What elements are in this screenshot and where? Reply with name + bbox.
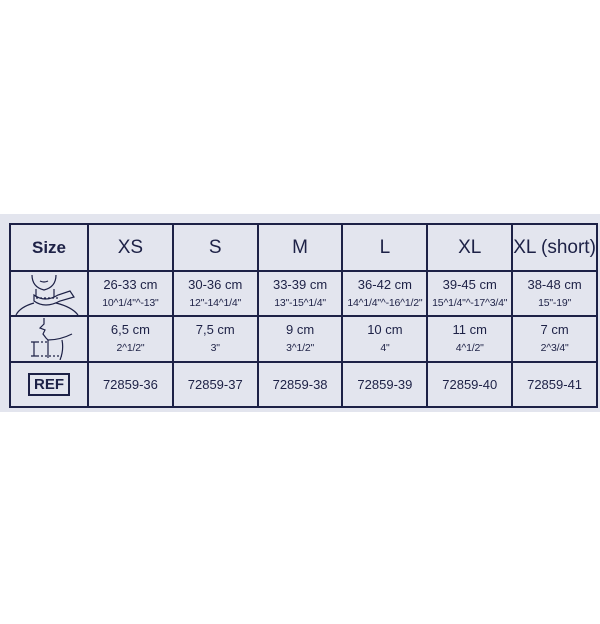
ref-number: 72859-38 (256, 361, 344, 408)
size-header: XL (short) (511, 223, 598, 272)
ref-number: 72859-40 (426, 361, 514, 408)
height-cm: 6,5 cm (110, 322, 150, 337)
circumference-cm: 39-45 cm (442, 276, 497, 292)
circumference-cell: 26-33 cm 10^1/4"^-13" (87, 270, 174, 317)
circumference-inches: 15^1/4"^-17^3/4" (432, 296, 508, 309)
ref-row: REF 72859-36 72859-37 72859-38 72859-39 7285… (9, 361, 598, 408)
size-header: M (256, 223, 344, 272)
circumference-cell: 36-42 cm 14^1/4"^-16^1/2" (341, 270, 429, 317)
ref-number: 72859-39 (341, 361, 429, 408)
circumference-row: 26-33 cm 10^1/4"^-13" 30-36 cm 12"-14^1/4" 3… (9, 270, 598, 317)
height-inches: 4" (380, 342, 390, 354)
height-inches: 3" (210, 342, 220, 354)
circumference-inches: 12"-14^1/4" (189, 296, 242, 309)
ref-number: 72859-36 (87, 361, 174, 408)
collar-height-cell: 10 cm 4" (341, 315, 429, 363)
size-header: XL (426, 223, 514, 272)
circumference-cell: 38-48 cm 15"-19" (511, 270, 598, 317)
header-row: Size XS S M L XL XL (short) (9, 223, 598, 272)
height-inches: 4^1/2" (455, 342, 484, 354)
ref-number: 72859-41 (511, 361, 598, 408)
size-header: XS (87, 223, 174, 272)
height-cm: 9 cm (285, 322, 315, 337)
circumference-cm: 33-39 cm (272, 276, 328, 292)
circumference-cm: 30-36 cm (188, 276, 243, 292)
collar-height-cell: 7,5 cm 3" (171, 315, 259, 363)
circumference-cell: 39-45 cm 15^1/4"^-17^3/4" (426, 270, 514, 317)
height-cm: 7 cm (540, 322, 569, 337)
circumference-inches: 15"-19" (538, 296, 572, 309)
ref-label-cell: REF (9, 361, 89, 408)
height-inches: 2^1/2" (116, 342, 145, 354)
circumference-cm: 38-48 cm (527, 276, 582, 292)
circumference-cell: 30-36 cm 12"-14^1/4" (171, 270, 259, 317)
collar-height-cell: 7 cm 2^3/4" (511, 315, 598, 363)
height-cm: 11 cm (452, 322, 487, 337)
collar-height-cell: 6,5 cm 2^1/2" (87, 315, 174, 363)
circumference-inches: 14^1/4"^-16^1/2" (347, 296, 423, 309)
height-cm: 10 cm (367, 322, 403, 337)
ref-label: REF (28, 373, 70, 396)
size-header: S (171, 223, 259, 272)
size-chart-table: Size XS S M L XL XL (short) 26-33 cm 10^1/4"^-… (9, 223, 598, 408)
circumference-cell: 33-39 cm 13"-15^1/4" (256, 270, 344, 317)
circumference-inches: 13"-15^1/4" (274, 296, 326, 309)
collar-height-cell: 9 cm 3^1/2" (256, 315, 344, 363)
circumference-cm: 36-42 cm (357, 276, 412, 292)
neck-measure-icon (9, 270, 89, 317)
circumference-inches: 10^1/4"^-13" (102, 296, 159, 309)
collar-height-row: 6,5 cm 2^1/2" 7,5 cm 3" 9 cm 3^1/2" 10 cm 4" 11 … (9, 315, 598, 363)
collar-height-cell: 11 cm 4^1/2" (426, 315, 514, 363)
height-inches: 3^1/2" (286, 342, 315, 354)
height-inches: 2^3/4" (540, 342, 569, 354)
circumference-cm: 26-33 cm (103, 276, 158, 292)
size-header: L (341, 223, 429, 272)
height-cm: 7,5 cm (195, 322, 235, 337)
size-label: Size (9, 223, 89, 272)
collar-height-icon (9, 315, 89, 363)
ref-number: 72859-37 (171, 361, 259, 408)
